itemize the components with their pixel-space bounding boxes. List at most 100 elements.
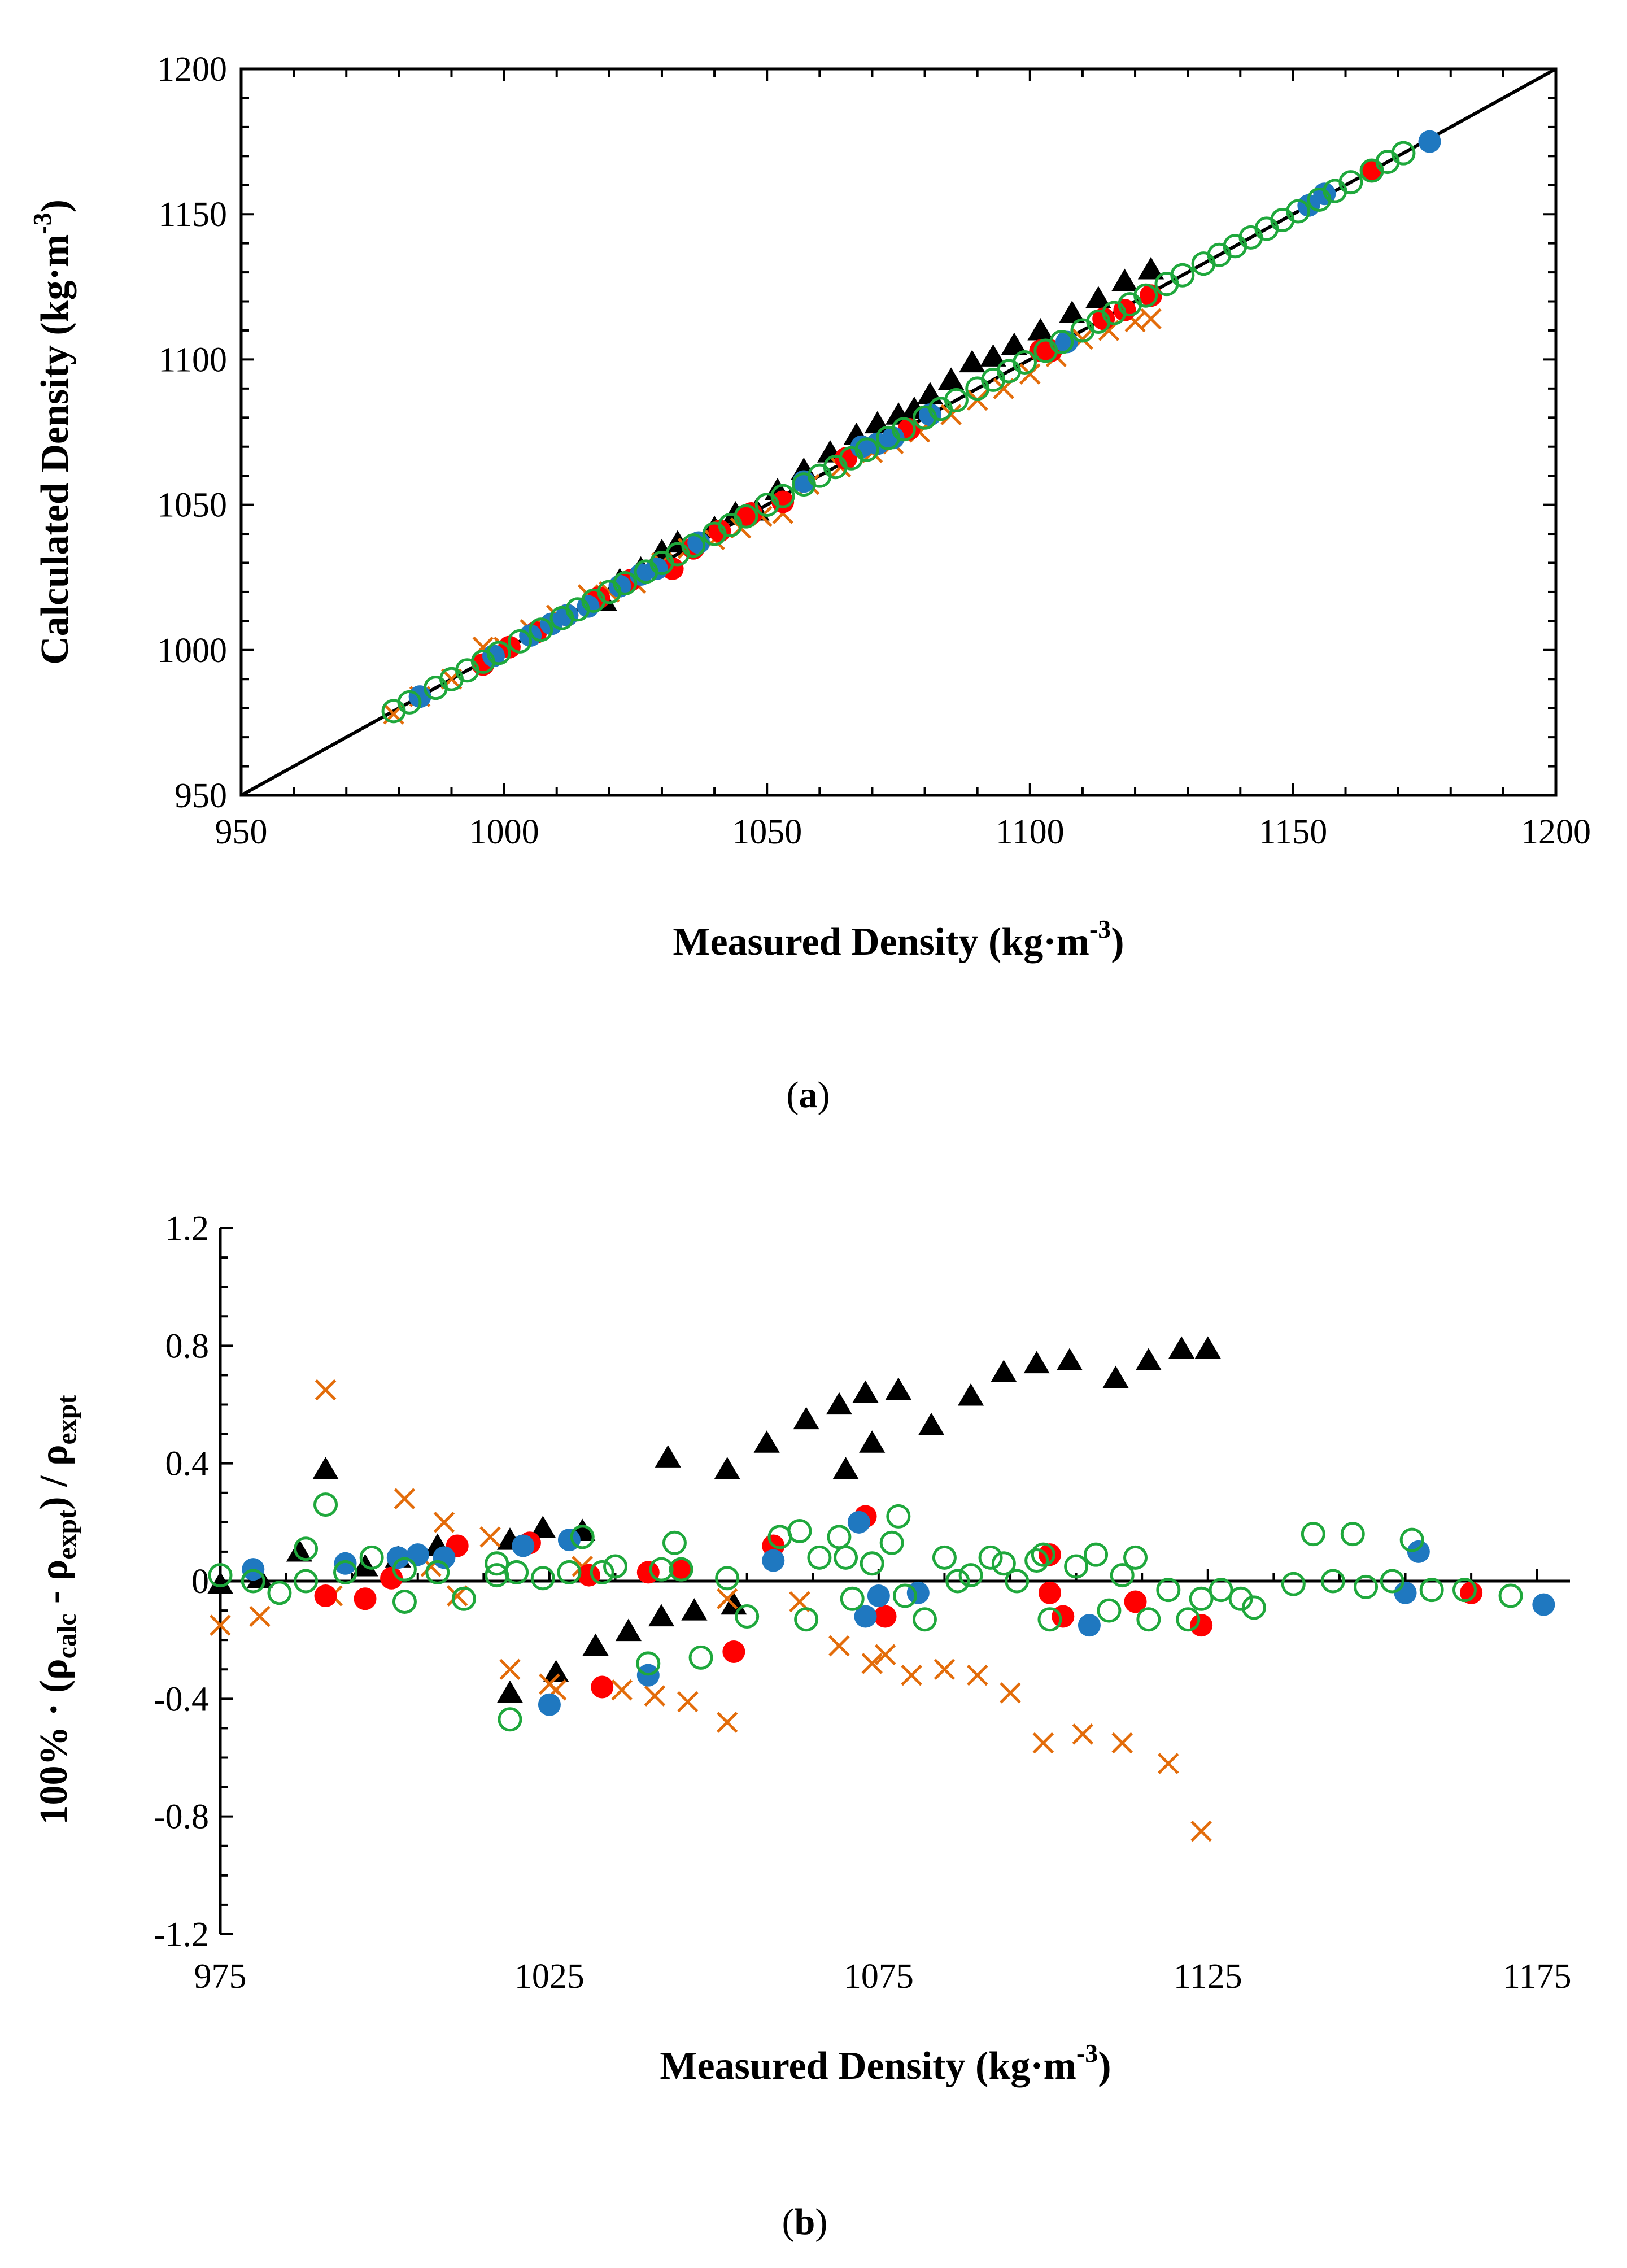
panel-b-point-triangle [885,1377,911,1400]
panel-b-x-tick-label: 1175 [1503,1957,1572,1996]
panel-b-point-ring [294,1569,319,1594]
panel-b-point-ring [1340,1522,1365,1547]
panel-b-y-tick-label: -1.2 [154,1916,209,1954]
panel-b-y-axis-title: 100% · (ρcalc - ρexpt) / ρexpt [32,1395,82,1825]
panel-a-x-title-end: ) [1111,920,1124,964]
panel-b-point-ring [498,1707,522,1732]
panel-b-point-x [677,1691,699,1713]
panel-b-point-ring [834,1545,858,1570]
panel-b-point-triangle [1102,1365,1129,1388]
panel-b-series-dot [242,1510,1555,1716]
panel-b-point-ring [794,1607,819,1632]
panel-b-y-tick-labels: -1.2 -0.8 -0.4 0 0.4 0.8 1.2 [154,1209,209,1954]
panel-a-point-ring [1049,330,1074,355]
panel-b-series-ring [208,1492,1523,1732]
panel-b-point-ring [688,1645,713,1670]
panel-b-point-ring [958,1563,983,1588]
panel-b-point-triangle [753,1430,780,1453]
panel-b-x-tick-label: 1075 [844,1957,914,1996]
panel-a-point-ring [734,504,758,529]
panel-b-label-letter: b [795,2201,815,2243]
panel-b-point-ring [1123,1545,1148,1570]
panel-b-point-triangle [286,1539,313,1562]
panel-b-point-ring [313,1492,338,1517]
panel-a-point-triangle [1001,332,1027,355]
panel-b-series-dot [314,1505,1483,1699]
panel-b-point-ring [1097,1598,1122,1623]
panel-b-x-title-end: ) [1098,2044,1111,2088]
panel-b-point-ring [945,1569,970,1594]
panel-b-point-dot [433,1546,456,1569]
panel-b-point-triangle [312,1457,339,1479]
panel-a-point-ring [770,484,795,508]
panel-b-point-x [394,1488,416,1509]
panel-b-point-x [210,1614,231,1636]
panel-b-point-x [716,1712,738,1733]
panel-a-x-tick-labels: 950 1000 1050 1100 1150 1200 [215,813,1591,851]
panel-a-y-tick-label: 1000 [157,632,227,670]
panel-a-y-title-end: ) [33,199,77,212]
panel-a-point-triangle [980,344,1006,367]
panel-b-point-ring [1037,1607,1062,1632]
panel-b-point-dot [1124,1590,1147,1613]
panel-b-point-dot [334,1552,357,1575]
panel-a-x-axis-title: Measured Density (kg·m-3) [673,915,1124,964]
panel-b-label: (b) [782,2201,828,2243]
panel-b-point-triangle [615,1618,642,1642]
panel-b-point-ring [590,1560,614,1584]
panel-b-point-ring [530,1566,555,1591]
panel-b-point-triangle [1135,1348,1162,1370]
panel-a-point-ring [1286,199,1311,224]
panel-b-point-x [716,1588,738,1610]
panel-b-x-tick-labels: 975 1025 1075 1125 1175 [194,1957,1572,1996]
panel-b-point-ring [1241,1595,1266,1620]
panel-b-point-ring [932,1545,957,1570]
panel-b-point-dot [1038,1581,1061,1604]
panel-b-point-ring [1301,1522,1325,1547]
panel-b-point-ring [1209,1578,1233,1603]
panel-b-y-title-minus: - [32,1581,76,1613]
panel-a-label: (a) [787,1074,830,1116]
panel-b-y-title-part-1: 100% · ( [32,1680,76,1825]
panel-b-point-x [828,1635,850,1657]
panel-b-y-tick-label: 1.2 [165,1209,210,1248]
panel-b-point-ring [1419,1578,1444,1603]
panel-a-y-tick-label: 1050 [157,486,227,525]
panel-a-x-title-main: Measured Density (kg·m [673,920,1089,964]
panel-b-point-ring [649,1557,674,1582]
panel-b-point-ring [359,1545,384,1570]
panel-b-point-ring [1281,1572,1306,1596]
panel-a-point-triangle [1027,317,1054,341]
panel-b-point-triangle [832,1457,859,1479]
panel-b-point-triangle [1023,1351,1050,1374]
panel-a-series-ring [381,141,1416,724]
panel-b-point-triangle [957,1383,984,1406]
panel-b-point-ring [392,1557,417,1582]
panel-b-point-ring [1136,1607,1161,1632]
panel-a-label-open: ( [787,1074,799,1116]
panel-b-y-tick-label: -0.4 [154,1680,209,1718]
panel-b-x-tick-label: 975 [194,1957,247,1996]
panel-b-point-x [901,1664,922,1686]
panel-b-point-ring [787,1518,812,1543]
panel-b-x-tick-label: 1025 [514,1957,585,1996]
panel-b-point-ring [892,1583,917,1608]
panel-a-point-ring [1391,141,1416,166]
panel-b-point-dot [1394,1581,1417,1604]
panel-a-point-dot [882,426,905,450]
panel-b-point-triangle [582,1633,609,1656]
panel-b-point-ring [735,1604,760,1629]
panel-b-point-dot [314,1584,337,1608]
panel-b-label-open: ( [782,2201,795,2243]
panel-a-x-tick-label: 1050 [732,813,802,851]
panel-b-point-x [1000,1682,1021,1704]
panel-b-point-triangle [852,1380,879,1403]
panel-b-point-ring [1064,1554,1089,1579]
panel-a-point-ring [944,388,969,412]
panel-a-x-tick-label: 1150 [1259,813,1328,851]
panel-b-point-dot [386,1546,409,1569]
panel-b-point-x [934,1658,956,1681]
panel-b-series-triangle [207,1336,1221,1703]
panel-b-y-title-sub-calc: calc [52,1613,82,1658]
panel-b-point-x [861,1653,883,1674]
